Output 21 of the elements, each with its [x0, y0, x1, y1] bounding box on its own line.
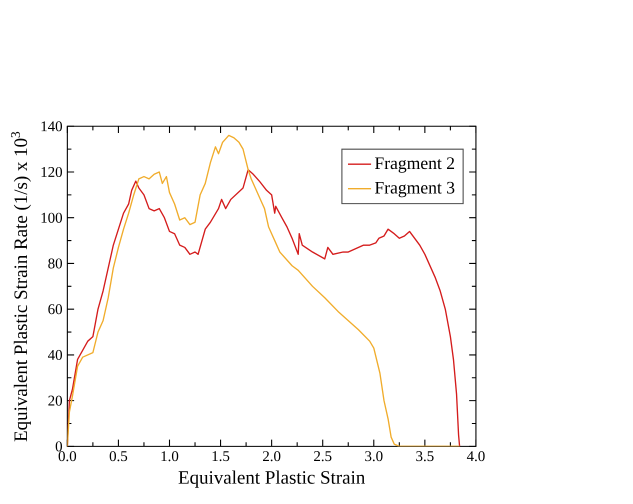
y-tick-label: 20 — [48, 396, 62, 406]
x-tick-label: 4.0 — [466, 451, 485, 462]
y-tick-label: 120 — [42, 166, 62, 177]
y-tick-label: 100 — [42, 212, 62, 223]
y-tick-label: 140 — [42, 121, 62, 132]
y-tick-label: 40 — [48, 350, 62, 360]
x-axis-title: Equivalent Plastic Strain — [178, 470, 365, 488]
y-axis-title: Equivalent Plastic Strain Rate (1/s) x 10$^{3}$ — [11, 132, 31, 442]
y-tick-label: 60 — [48, 304, 62, 314]
x-tick-label: 0.5 — [110, 451, 128, 462]
legend-label: Fragment 3 — [374, 182, 454, 198]
x-tick-label: 1.0 — [162, 451, 178, 462]
x-tick-label: 3.5 — [416, 451, 434, 462]
x-tick-label: 2.5 — [314, 451, 332, 462]
x-tick-label: 0.0 — [58, 451, 76, 462]
x-tick-label: 3.0 — [365, 451, 383, 462]
x-tick-label: 1.5 — [212, 451, 230, 462]
y-tick-label: 0 — [56, 441, 62, 452]
legend-label: Fragment 2 — [374, 157, 454, 173]
x-tick-label: 2.0 — [263, 451, 280, 462]
y-tick-label: 80 — [48, 258, 62, 268]
